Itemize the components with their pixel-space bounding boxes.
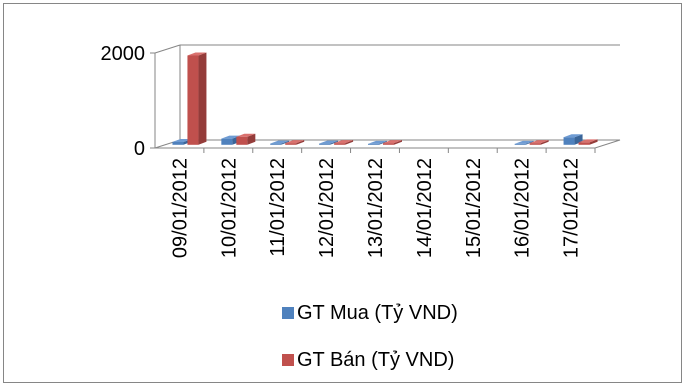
bar-gt-ban bbox=[334, 140, 354, 145]
bar-front bbox=[319, 143, 331, 145]
bar-top bbox=[563, 134, 583, 138]
bar-gt-ban bbox=[187, 52, 207, 145]
x-tick-label: 16/01/2012 bbox=[512, 158, 534, 258]
bar-front bbox=[383, 143, 394, 145]
bar-side bbox=[330, 140, 339, 145]
x-tick-label: 12/01/2012 bbox=[316, 158, 338, 258]
bar-top bbox=[221, 135, 241, 139]
bar-front bbox=[368, 143, 379, 145]
chart-frame bbox=[3, 3, 682, 383]
bar-top bbox=[319, 140, 339, 144]
bar-gt-ban bbox=[383, 140, 402, 145]
bar-gt-mua bbox=[368, 140, 387, 145]
bar-top bbox=[578, 139, 598, 143]
bar-front bbox=[172, 141, 184, 145]
x-tick-label: 13/01/2012 bbox=[365, 158, 387, 258]
bar-front bbox=[270, 143, 282, 145]
bar-top bbox=[236, 133, 256, 137]
bar-front bbox=[285, 143, 297, 145]
bar-side bbox=[247, 133, 256, 145]
bar-front bbox=[236, 136, 248, 145]
bar-gt-ban bbox=[529, 140, 549, 145]
bar-side bbox=[589, 139, 598, 145]
bar-top bbox=[334, 140, 354, 144]
bar-top bbox=[383, 140, 402, 144]
legend-item-gt-mua: GT Mua (Tỷ VND) bbox=[282, 302, 458, 324]
bar-front bbox=[578, 142, 590, 145]
bar-top bbox=[529, 140, 549, 144]
bar-gt-mua bbox=[319, 140, 339, 145]
legend-item-gt-ban: GT Bán (Tỷ VND) bbox=[282, 349, 454, 371]
x-tick-label: 09/01/2012 bbox=[169, 158, 191, 258]
y-tick-label: 0 bbox=[134, 138, 145, 160]
bar-side bbox=[379, 140, 387, 145]
bar-front bbox=[514, 143, 526, 145]
bar-top bbox=[172, 138, 192, 142]
y-tick-label: 2000 bbox=[101, 43, 146, 65]
legend-swatch bbox=[282, 354, 294, 366]
bar-top bbox=[187, 52, 207, 56]
legend-label: GT Bán (Tỷ VND) bbox=[297, 349, 454, 371]
bar-front bbox=[563, 137, 575, 145]
bar-side bbox=[296, 140, 305, 145]
bar-top bbox=[514, 140, 534, 144]
legend-label: GT Mua (Tỷ VND) bbox=[297, 302, 458, 324]
bar-front bbox=[221, 138, 233, 145]
bar-front bbox=[187, 55, 199, 145]
bar-side bbox=[394, 140, 402, 145]
bar-gt-ban bbox=[285, 140, 305, 145]
bar-side bbox=[540, 140, 549, 145]
bar-top bbox=[285, 140, 305, 144]
bar-front bbox=[529, 143, 541, 145]
x-tick-label: 11/01/2012 bbox=[267, 158, 289, 257]
bar-side bbox=[198, 52, 207, 145]
x-tick-label: 17/01/2012 bbox=[561, 158, 583, 258]
bar-gt-ban bbox=[236, 133, 256, 145]
x-tick-label: 14/01/2012 bbox=[414, 158, 436, 258]
legend-swatch bbox=[282, 307, 294, 319]
x-tick-label: 15/01/2012 bbox=[463, 158, 485, 258]
bar-side bbox=[345, 140, 354, 145]
bar-gt-mua bbox=[514, 140, 534, 145]
bar-top bbox=[270, 140, 290, 144]
bar-gt-ban bbox=[578, 139, 598, 145]
bar-top bbox=[368, 140, 387, 144]
bar-side bbox=[525, 140, 534, 145]
bar-front bbox=[334, 143, 346, 145]
bar-side bbox=[281, 140, 290, 145]
x-tick-label: 10/01/2012 bbox=[218, 158, 240, 258]
bar-gt-mua bbox=[270, 140, 290, 145]
side-wall-top bbox=[154, 44, 181, 54]
